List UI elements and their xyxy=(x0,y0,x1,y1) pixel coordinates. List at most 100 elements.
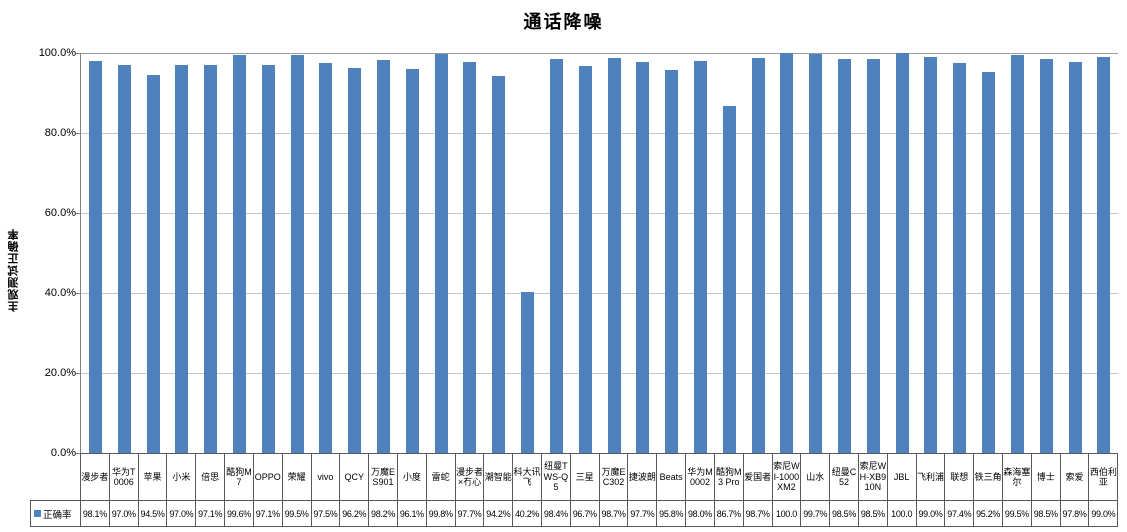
bar-column xyxy=(427,53,456,453)
bar xyxy=(751,58,765,453)
y-tick-label: 0.0% xyxy=(50,447,76,459)
y-tick-label: 20.0% xyxy=(44,367,76,379)
value-cell: 99.5% xyxy=(283,501,312,526)
bar xyxy=(232,54,246,453)
gridline xyxy=(81,372,1118,374)
bar xyxy=(722,106,736,453)
value-cell: 98.5% xyxy=(859,501,888,526)
category-cell: 酷狗M7 xyxy=(225,454,254,500)
bar xyxy=(405,68,419,453)
value-cell: 96.7% xyxy=(571,501,600,526)
legend-key: 正确率 xyxy=(31,501,81,526)
data-table-category-row: 漫步者 华为T0006 苹果 小米 倍思 酷狗M7 OPPO 荣耀 vivo QCY 万魔ES901… xyxy=(80,453,1118,500)
bar-column xyxy=(225,53,254,453)
category-cell: 铁三角 xyxy=(974,454,1003,500)
category-cell: 森海塞尔 xyxy=(1003,454,1032,500)
bar xyxy=(261,64,275,453)
bar xyxy=(319,63,333,453)
bar-column xyxy=(801,53,830,453)
bar xyxy=(895,53,909,453)
bar-column xyxy=(283,53,312,453)
bar xyxy=(607,58,621,453)
bars-layer xyxy=(81,53,1118,453)
category-cell: 索爱 xyxy=(1061,454,1090,500)
category-cell: 爱国者 xyxy=(744,454,773,500)
bar-column xyxy=(571,53,600,453)
category-cell: 万魔ES901 xyxy=(369,454,398,500)
gridline xyxy=(81,53,1118,54)
bar xyxy=(693,61,707,453)
value-cell: 98.0% xyxy=(686,501,715,526)
bar-column xyxy=(945,53,974,453)
y-tick-mark xyxy=(75,453,80,454)
bar xyxy=(953,63,967,453)
value-cell: 94.2% xyxy=(484,501,514,526)
value-cell: 97.1% xyxy=(254,501,283,526)
category-cell: 万魔EC302 xyxy=(600,454,629,500)
bar xyxy=(924,57,938,453)
bar-column xyxy=(917,53,946,453)
category-cell: 荣耀 xyxy=(283,454,312,500)
bar-column xyxy=(657,53,686,453)
bar xyxy=(146,75,160,453)
y-tick-label: 40.0% xyxy=(44,287,76,299)
value-cell: 100.0 xyxy=(888,501,917,526)
bar-column xyxy=(686,53,715,453)
category-cell: 苹果 xyxy=(139,454,168,500)
y-tick-mark xyxy=(75,133,80,134)
value-cell: 99.8% xyxy=(427,501,456,526)
value-cell: 99.6% xyxy=(225,501,254,526)
bar-column xyxy=(888,53,917,453)
bar-column xyxy=(513,53,542,453)
bar xyxy=(809,54,823,453)
bar-column xyxy=(830,53,859,453)
value-cell: 98.4% xyxy=(542,501,571,526)
category-cell: JBL xyxy=(888,454,917,500)
bar xyxy=(838,59,852,453)
category-cell: vivo xyxy=(312,454,341,500)
value-cell: 100.0 xyxy=(773,501,802,526)
category-cell: 小度 xyxy=(398,454,427,500)
category-cell: 倍思 xyxy=(196,454,226,500)
value-cell: 99.0% xyxy=(917,501,946,526)
category-cell: Beats xyxy=(657,454,687,500)
value-cell: 95.2% xyxy=(974,501,1003,526)
plot-area xyxy=(80,53,1118,453)
bar xyxy=(1068,61,1082,453)
data-table-value-row: 正确率 98.1% 97.0% 94.5% 97.0% 97.1% 99.6% 97.1% 9… xyxy=(30,500,1118,527)
category-cell: 漫步者×冇心 xyxy=(456,454,485,500)
bar-column xyxy=(81,53,110,453)
bar-column xyxy=(1032,53,1061,453)
value-cell: 94.5% xyxy=(139,501,168,526)
y-tick-mark xyxy=(75,373,80,374)
bar xyxy=(204,64,218,453)
bar xyxy=(578,66,592,453)
value-cell: 98.7% xyxy=(600,501,629,526)
category-cell: 纽曼TWS-Q5 xyxy=(542,454,571,500)
value-cell: 98.5% xyxy=(830,501,859,526)
category-cell: 漫步者 xyxy=(81,454,110,500)
bar xyxy=(1039,59,1053,453)
value-cell: 97.5% xyxy=(312,501,341,526)
bar xyxy=(982,72,996,453)
category-cell: 索尼WH-XB910N xyxy=(859,454,888,500)
bar-column xyxy=(340,53,369,453)
bar-column xyxy=(859,53,888,453)
bar xyxy=(866,59,880,453)
bar-column xyxy=(1003,53,1032,453)
bar-column xyxy=(542,53,571,453)
value-cell: 98.2% xyxy=(369,501,398,526)
value-cell: 99.7% xyxy=(801,501,831,526)
bar-column xyxy=(744,53,773,453)
category-cell: 雷蛇 xyxy=(427,454,456,500)
bar xyxy=(665,69,679,453)
value-cell: 98.1% xyxy=(81,501,110,526)
category-cell: 博士 xyxy=(1032,454,1061,500)
bar-column xyxy=(398,53,427,453)
category-cell: QCY xyxy=(340,454,370,500)
chart-title: 通话降噪 xyxy=(523,12,604,32)
bar-column xyxy=(773,53,802,453)
bar-column xyxy=(628,53,657,453)
value-cell: 97.0% xyxy=(167,501,197,526)
value-cell: 99.0% xyxy=(1091,508,1116,519)
